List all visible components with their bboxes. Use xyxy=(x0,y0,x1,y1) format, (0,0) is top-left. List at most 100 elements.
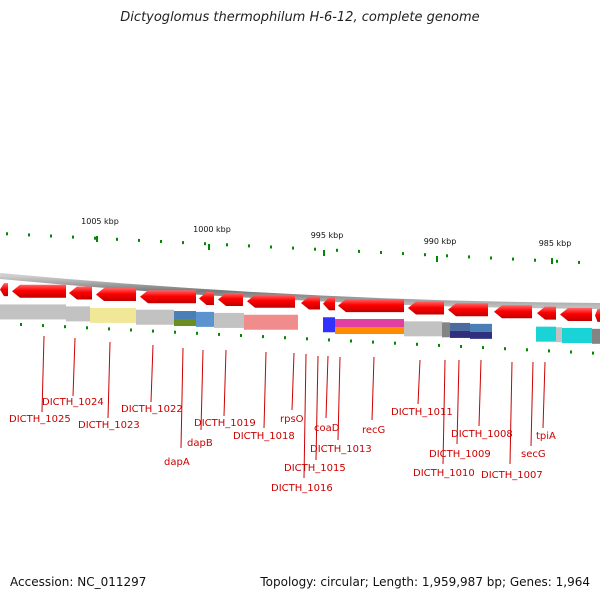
gc-mark xyxy=(592,351,594,355)
feature-band xyxy=(214,312,244,328)
minor-tick xyxy=(490,256,492,260)
gc-mark xyxy=(372,340,374,344)
minor-tick xyxy=(358,249,360,253)
gene-label: DICTH_1016 xyxy=(271,353,333,494)
gene-label-text: DICTH_1016 xyxy=(271,483,333,494)
leader-line xyxy=(223,349,227,417)
gene-arrow xyxy=(96,288,136,302)
feature-band xyxy=(556,327,562,343)
genome-backbone xyxy=(0,273,600,309)
gene-label-text: DICTH_1008 xyxy=(451,429,513,440)
gene-label-text: DICTH_1024 xyxy=(42,397,104,408)
gc-mark xyxy=(460,345,462,348)
minor-tick xyxy=(424,253,426,257)
minor-tick xyxy=(94,236,96,240)
gc-mark xyxy=(86,326,88,330)
minor-tick xyxy=(116,237,118,241)
gc-mark xyxy=(526,348,528,352)
gene-label-text: DICTH_1023 xyxy=(78,420,140,431)
minor-tick xyxy=(402,252,404,256)
leader-line xyxy=(291,352,295,411)
gene-arrows xyxy=(0,283,600,322)
gc-mark xyxy=(394,341,396,345)
feature-band xyxy=(323,317,335,333)
gene-label-text: dapB xyxy=(187,438,213,449)
gene-arrow xyxy=(494,305,532,319)
gc-mark xyxy=(130,328,132,332)
feature-bands xyxy=(0,304,600,344)
scale-tick: 985 kbp xyxy=(539,239,572,264)
gc-mark xyxy=(328,338,330,342)
scale-tick-label: 995 kbp xyxy=(311,231,344,240)
leader-line xyxy=(509,361,513,465)
gene-arrow xyxy=(595,308,600,322)
gc-mark xyxy=(416,342,418,346)
gene-label-text: secG xyxy=(521,449,546,460)
feature-band xyxy=(196,311,214,327)
gene-arrow xyxy=(0,283,8,297)
leader-line xyxy=(530,361,534,447)
leader-line xyxy=(371,356,375,421)
gc-mark xyxy=(240,334,242,337)
leader-line xyxy=(150,344,154,403)
leader-line xyxy=(107,341,111,419)
gene-label-text: DICTH_1011 xyxy=(391,407,453,418)
minor-tick xyxy=(226,243,228,247)
gene-label: tpiA xyxy=(536,361,556,442)
gc-mark xyxy=(174,330,176,334)
gc-mark xyxy=(64,325,66,329)
gene-label-text: recG xyxy=(362,425,385,436)
minor-tick xyxy=(534,258,536,262)
gene-arrow xyxy=(408,301,444,315)
gene-label-text: DICTH_1013 xyxy=(310,444,372,455)
minor-tick xyxy=(248,244,250,248)
gene-label: secG xyxy=(521,361,546,460)
minor-tick xyxy=(204,242,206,246)
gc-mark xyxy=(350,339,352,343)
minor-tick xyxy=(292,246,294,250)
leader-line xyxy=(315,355,319,461)
feature-band xyxy=(90,307,136,323)
leader-line xyxy=(200,349,204,431)
map-title: Dictyoglomus thermophilum H-6-12, comple… xyxy=(120,10,480,25)
minor-tick xyxy=(6,232,8,236)
minor-tick xyxy=(468,255,470,259)
gene-label: rpsO xyxy=(280,352,304,425)
gc-mark xyxy=(548,349,550,353)
leader-line xyxy=(417,359,421,405)
feature-band xyxy=(470,323,492,339)
leader-line xyxy=(337,356,341,441)
gc-mark xyxy=(262,335,264,339)
gene-label-text: DICTH_1007 xyxy=(481,470,543,481)
gc-mark xyxy=(196,331,198,335)
gene-label: dapA xyxy=(164,347,190,468)
gene-arrow xyxy=(537,306,556,320)
scale-tick: 1000 kbp xyxy=(193,225,231,250)
gc-mark xyxy=(570,350,572,354)
minor-tick xyxy=(380,251,382,254)
scale-tick: 995 kbp xyxy=(311,231,344,256)
leader-line xyxy=(303,353,307,479)
gene-label: coaD xyxy=(314,355,340,434)
minor-tick xyxy=(182,241,184,245)
gene-arrow xyxy=(247,294,295,308)
gene-arrow xyxy=(301,296,320,310)
leader-line xyxy=(442,359,446,465)
gene-label: DICTH_1008 xyxy=(451,359,513,440)
minor-tick xyxy=(314,247,316,251)
minor-tick xyxy=(28,233,30,237)
leader-line xyxy=(456,359,460,445)
gc-mark xyxy=(20,323,22,326)
gene-label: DICTH_1015 xyxy=(284,355,346,474)
gene-label: DICTH_1018 xyxy=(233,351,295,442)
minor-tick xyxy=(270,245,272,249)
gene-label: DICTH_1019 xyxy=(194,349,256,429)
minor-tick xyxy=(50,234,52,238)
scale-tick-label: 985 kbp xyxy=(539,239,572,248)
leader-line xyxy=(263,351,267,429)
feature-band xyxy=(450,322,470,338)
scale-tick: 1005 kbp xyxy=(81,217,119,242)
feature-band xyxy=(592,328,600,344)
gene-arrow xyxy=(338,299,404,313)
minor-tick xyxy=(336,248,338,252)
